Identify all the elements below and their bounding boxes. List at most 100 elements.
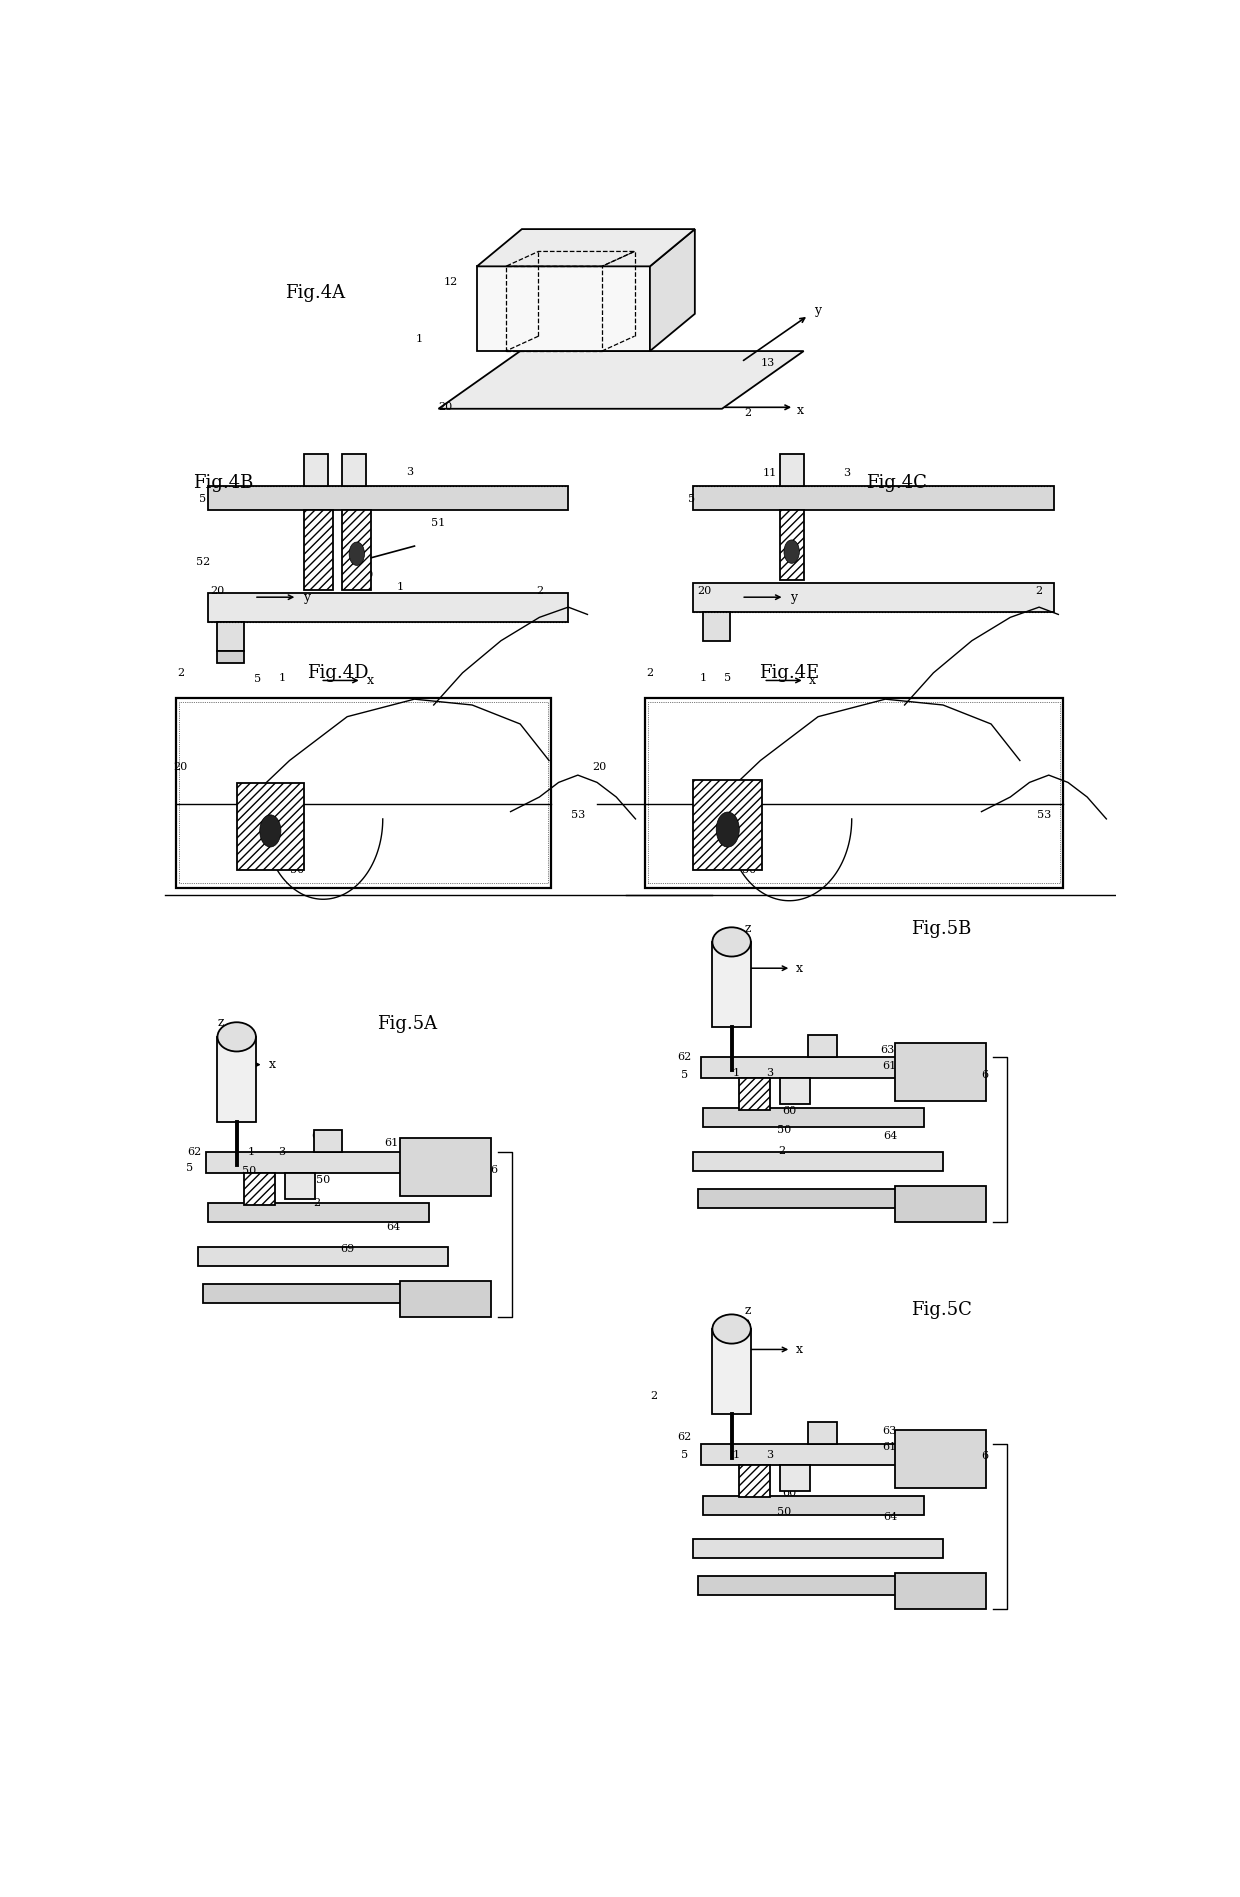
Text: 50: 50: [782, 571, 796, 580]
Text: 64: 64: [386, 1222, 401, 1231]
Polygon shape: [477, 230, 694, 266]
Text: 61: 61: [882, 1060, 897, 1072]
Bar: [237, 783, 304, 871]
Text: Fig.4D: Fig.4D: [306, 664, 368, 683]
Bar: [217, 651, 244, 662]
Bar: [693, 780, 763, 871]
Text: Fig.4A: Fig.4A: [285, 285, 345, 302]
Text: 3: 3: [766, 1449, 774, 1459]
Text: 69: 69: [340, 1244, 355, 1254]
Circle shape: [784, 541, 800, 563]
Bar: [208, 486, 568, 510]
Bar: [808, 1036, 837, 1057]
Text: 2: 2: [646, 668, 653, 677]
Text: 5: 5: [681, 1449, 688, 1459]
Text: 2: 2: [777, 1146, 785, 1155]
Text: x: x: [808, 673, 816, 687]
Bar: [780, 1077, 811, 1104]
Polygon shape: [439, 351, 804, 408]
Text: 3: 3: [407, 467, 413, 476]
Bar: [808, 1423, 837, 1444]
Text: 63: 63: [311, 1131, 325, 1142]
Bar: [401, 1138, 491, 1197]
Text: 1: 1: [733, 1449, 740, 1459]
Bar: [780, 1464, 811, 1491]
Text: 50: 50: [290, 865, 304, 875]
Bar: [895, 1430, 986, 1489]
Bar: [244, 1172, 275, 1205]
Text: 62: 62: [677, 1053, 691, 1062]
Bar: [176, 698, 551, 888]
Bar: [895, 1573, 986, 1609]
Bar: [712, 943, 751, 1026]
Text: 1: 1: [278, 673, 285, 683]
Bar: [703, 1108, 924, 1127]
Text: y: y: [304, 590, 310, 603]
Text: 1: 1: [733, 1068, 740, 1077]
Text: x: x: [269, 1059, 275, 1072]
Bar: [304, 510, 332, 590]
Bar: [780, 453, 804, 486]
Text: 14: 14: [304, 469, 317, 478]
Bar: [701, 1057, 926, 1077]
Text: 2: 2: [177, 668, 185, 677]
Text: 63: 63: [880, 1045, 894, 1055]
Bar: [698, 1189, 942, 1208]
Text: 1: 1: [794, 469, 801, 478]
Bar: [208, 592, 568, 622]
Bar: [206, 1151, 432, 1172]
Text: 1: 1: [699, 673, 707, 683]
Text: 60: 60: [316, 1144, 330, 1155]
Text: x: x: [797, 404, 805, 417]
Text: 1: 1: [415, 334, 423, 343]
Bar: [780, 510, 804, 580]
Bar: [693, 486, 1054, 510]
Bar: [693, 1538, 942, 1557]
Text: Fig.5A: Fig.5A: [377, 1015, 436, 1032]
Text: Fig.5C: Fig.5C: [910, 1301, 971, 1318]
Text: y: y: [791, 590, 797, 603]
Text: Fig.4B: Fig.4B: [193, 474, 254, 491]
Text: 3: 3: [766, 1068, 774, 1077]
Text: 53: 53: [570, 810, 585, 820]
Text: x: x: [367, 673, 373, 687]
Bar: [208, 1203, 429, 1222]
Text: 62: 62: [187, 1148, 201, 1157]
Polygon shape: [650, 230, 694, 351]
Text: 20: 20: [698, 586, 712, 596]
Text: 5: 5: [681, 1070, 688, 1079]
Bar: [649, 702, 1060, 884]
Bar: [693, 582, 1054, 613]
Text: 61: 61: [384, 1138, 398, 1148]
Text: 1: 1: [248, 1148, 254, 1157]
Text: y: y: [815, 304, 822, 317]
Bar: [739, 1077, 770, 1110]
Text: 11: 11: [763, 469, 777, 478]
Bar: [645, 698, 1063, 888]
Text: 50: 50: [242, 1167, 257, 1176]
Text: Fig.5B: Fig.5B: [911, 920, 971, 937]
Text: 6: 6: [491, 1165, 497, 1174]
Bar: [342, 453, 367, 486]
Text: 6: 6: [982, 1451, 988, 1461]
Text: 2: 2: [1035, 586, 1043, 596]
Text: 3: 3: [843, 469, 851, 478]
Text: 2: 2: [536, 586, 543, 596]
Text: 14: 14: [511, 247, 526, 256]
Text: 2: 2: [744, 408, 751, 417]
Bar: [401, 1280, 491, 1317]
Text: 52: 52: [196, 558, 210, 567]
Bar: [179, 702, 548, 884]
Bar: [285, 1172, 315, 1199]
Bar: [703, 1495, 924, 1514]
Text: 11: 11: [547, 237, 560, 247]
Text: 20: 20: [172, 761, 187, 772]
Text: 20: 20: [211, 586, 224, 596]
Text: 50: 50: [742, 865, 756, 875]
Text: 50: 50: [777, 1125, 791, 1134]
Text: 64: 64: [883, 1131, 898, 1142]
Circle shape: [259, 816, 281, 846]
Bar: [895, 1186, 986, 1222]
Circle shape: [717, 812, 739, 848]
Ellipse shape: [712, 1315, 751, 1343]
